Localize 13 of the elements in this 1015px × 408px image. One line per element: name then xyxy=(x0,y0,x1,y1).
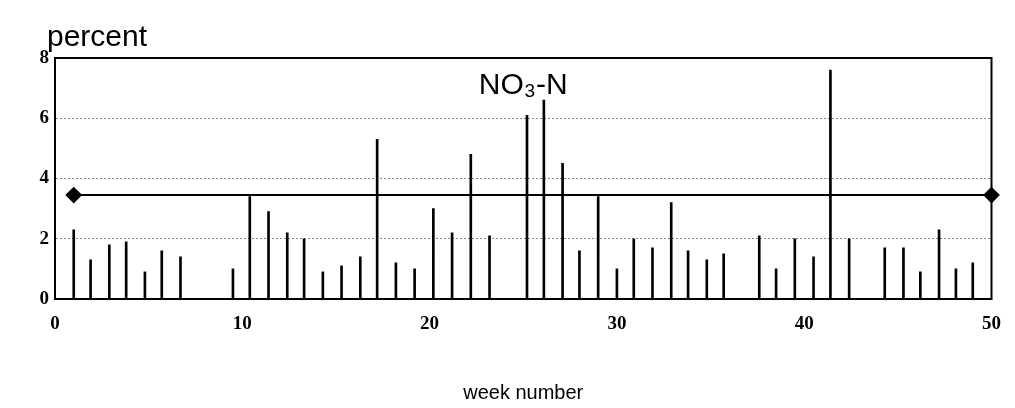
y-tick-label: 6 xyxy=(39,106,49,128)
x-tick-label: 30 xyxy=(607,312,627,334)
y-tick-label: 8 xyxy=(39,45,49,67)
y-tick-label: 4 xyxy=(39,166,50,188)
y-axis-title: percent xyxy=(47,19,148,52)
x-tick-label: 10 xyxy=(232,312,252,334)
chart-title: NO₃-N xyxy=(478,67,568,101)
x-tick-label: 20 xyxy=(420,312,440,334)
x-tick-label: 40 xyxy=(794,312,814,334)
y-tick-label: 0 xyxy=(39,286,49,308)
y-tick-label: 2 xyxy=(39,226,49,248)
x-tick-label: 50 xyxy=(982,312,1001,334)
x-axis-title: week number xyxy=(462,380,584,403)
